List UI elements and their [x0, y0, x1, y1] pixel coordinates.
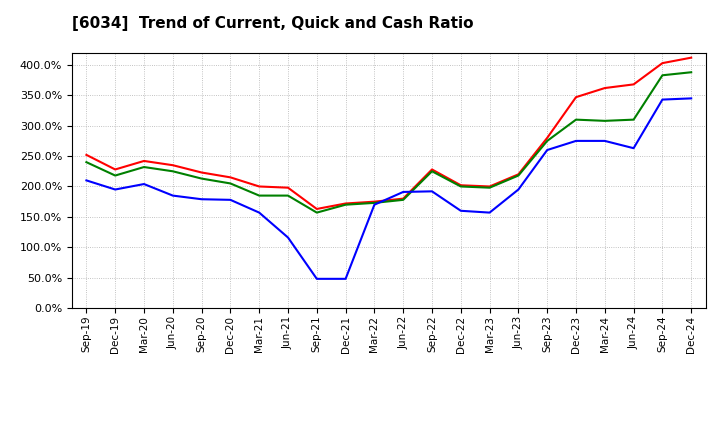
Quick Ratio [658, 73, 667, 78]
Cash Ratio [111, 187, 120, 192]
Cash Ratio [370, 202, 379, 207]
Current Ratio [572, 95, 580, 100]
Current Ratio [82, 152, 91, 158]
Current Ratio [370, 199, 379, 204]
Cash Ratio [284, 235, 292, 240]
Quick Ratio [82, 160, 91, 165]
Cash Ratio [485, 210, 494, 215]
Quick Ratio [370, 200, 379, 205]
Quick Ratio [485, 185, 494, 191]
Current Ratio [629, 82, 638, 87]
Quick Ratio [197, 176, 206, 181]
Quick Ratio [168, 169, 177, 174]
Cash Ratio [658, 97, 667, 102]
Current Ratio [197, 170, 206, 175]
Cash Ratio [687, 96, 696, 101]
Cash Ratio [341, 276, 350, 282]
Cash Ratio [197, 197, 206, 202]
Current Ratio [255, 184, 264, 189]
Line: Quick Ratio: Quick Ratio [86, 72, 691, 213]
Cash Ratio [629, 146, 638, 151]
Current Ratio [428, 167, 436, 172]
Cash Ratio [399, 189, 408, 194]
Quick Ratio [111, 173, 120, 178]
Quick Ratio [226, 181, 235, 186]
Current Ratio [600, 85, 609, 91]
Cash Ratio [312, 276, 321, 282]
Cash Ratio [428, 189, 436, 194]
Quick Ratio [543, 138, 552, 143]
Cash Ratio [140, 181, 148, 187]
Current Ratio [312, 206, 321, 212]
Quick Ratio [514, 173, 523, 178]
Quick Ratio [399, 197, 408, 202]
Quick Ratio [255, 193, 264, 198]
Quick Ratio [428, 169, 436, 174]
Quick Ratio [284, 193, 292, 198]
Current Ratio [140, 158, 148, 164]
Cash Ratio [600, 138, 609, 143]
Current Ratio [168, 162, 177, 168]
Quick Ratio [600, 118, 609, 124]
Cash Ratio [572, 138, 580, 143]
Cash Ratio [82, 178, 91, 183]
Text: [6034]  Trend of Current, Quick and Cash Ratio: [6034] Trend of Current, Quick and Cash … [72, 16, 474, 31]
Current Ratio [514, 172, 523, 177]
Current Ratio [226, 175, 235, 180]
Cash Ratio [226, 197, 235, 202]
Cash Ratio [456, 208, 465, 213]
Quick Ratio [312, 210, 321, 215]
Quick Ratio [456, 184, 465, 189]
Current Ratio [456, 183, 465, 188]
Quick Ratio [140, 165, 148, 170]
Line: Current Ratio: Current Ratio [86, 58, 691, 209]
Current Ratio [485, 184, 494, 189]
Current Ratio [399, 196, 408, 201]
Current Ratio [284, 185, 292, 191]
Cash Ratio [255, 210, 264, 215]
Cash Ratio [514, 187, 523, 192]
Quick Ratio [341, 202, 350, 207]
Current Ratio [111, 167, 120, 172]
Cash Ratio [543, 147, 552, 153]
Quick Ratio [572, 117, 580, 122]
Current Ratio [687, 55, 696, 60]
Quick Ratio [687, 70, 696, 75]
Cash Ratio [168, 193, 177, 198]
Current Ratio [658, 60, 667, 66]
Current Ratio [341, 201, 350, 206]
Line: Cash Ratio: Cash Ratio [86, 99, 691, 279]
Current Ratio [543, 135, 552, 140]
Quick Ratio [629, 117, 638, 122]
